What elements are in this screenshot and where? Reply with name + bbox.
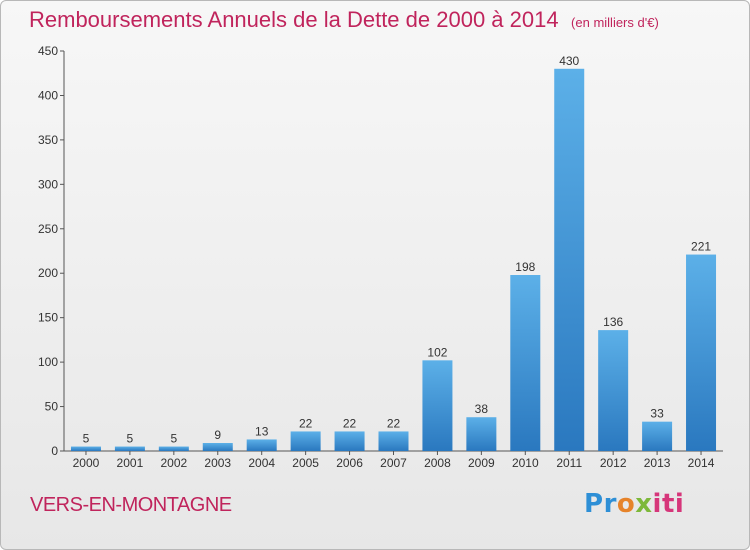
data-label-2007: 22 xyxy=(387,416,401,430)
y-tick-label: 50 xyxy=(45,400,59,414)
x-tick-label: 2006 xyxy=(336,456,363,470)
x-tick-label: 2004 xyxy=(248,456,275,470)
data-label-2009: 38 xyxy=(475,402,489,416)
y-tick-label: 150 xyxy=(38,311,58,325)
y-tick-label: 400 xyxy=(38,88,58,102)
y-tick-label: 100 xyxy=(38,355,58,369)
x-tick-label: 2005 xyxy=(292,456,319,470)
data-label-2005: 22 xyxy=(299,416,313,430)
x-tick-label: 2003 xyxy=(204,456,231,470)
x-tick-label: 2002 xyxy=(160,456,187,470)
bar-2011 xyxy=(554,68,585,452)
x-tick-label: 2000 xyxy=(73,456,100,470)
bar-2005 xyxy=(290,431,321,451)
bar-2002 xyxy=(158,446,189,451)
y-tick-label: 0 xyxy=(51,444,58,458)
bar-2008 xyxy=(422,360,453,451)
y-tick-label: 250 xyxy=(38,222,58,236)
bar-2013 xyxy=(642,421,673,451)
commune-name: VERS-EN-MONTAGNE xyxy=(30,494,232,516)
bar-2003 xyxy=(202,443,233,451)
x-tick-label: 2010 xyxy=(512,456,539,470)
data-label-2012: 136 xyxy=(603,315,623,329)
bar-2004 xyxy=(246,439,277,451)
data-label-2003: 9 xyxy=(214,428,221,442)
bar-2014 xyxy=(686,254,717,451)
data-label-2004: 13 xyxy=(255,424,269,438)
data-label-2010: 198 xyxy=(515,260,535,274)
x-tick-label: 2012 xyxy=(600,456,627,470)
chart-title: Remboursements Annuels de la Dette de 20… xyxy=(29,7,559,32)
data-label-2014: 221 xyxy=(691,240,711,254)
x-tick-label: 2009 xyxy=(468,456,495,470)
data-label-2000: 5 xyxy=(83,432,90,446)
x-tick-label: 2014 xyxy=(688,456,715,470)
x-tick-label: 2007 xyxy=(380,456,407,470)
bar-2007 xyxy=(378,431,409,451)
data-label-2008: 102 xyxy=(427,345,447,359)
y-tick-label: 300 xyxy=(38,177,58,191)
chart-title-block: Remboursements Annuels de la Dette de 20… xyxy=(29,7,659,33)
bar-2012 xyxy=(598,330,629,451)
proxiti-logo: Proxiti xyxy=(584,489,685,519)
x-tick-label: 2013 xyxy=(644,456,671,470)
bar-2006 xyxy=(334,431,365,451)
data-label-2013: 33 xyxy=(650,407,664,421)
y-tick-label: 200 xyxy=(38,266,58,280)
bar-2009 xyxy=(466,417,497,451)
data-label-2011: 430 xyxy=(559,54,579,68)
chart-unit: (en milliers d'€) xyxy=(571,15,659,30)
x-tick-label: 2001 xyxy=(117,456,144,470)
y-tick-label: 450 xyxy=(38,44,58,58)
data-label-2002: 5 xyxy=(170,432,177,446)
bar-2010 xyxy=(510,275,541,451)
x-tick-label: 2008 xyxy=(424,456,451,470)
data-label-2001: 5 xyxy=(127,432,134,446)
x-tick-label: 2011 xyxy=(556,456,582,470)
y-tick-label: 350 xyxy=(38,133,58,147)
data-label-2006: 22 xyxy=(343,416,357,430)
bar-2001 xyxy=(114,446,145,451)
bar-2000 xyxy=(70,446,101,451)
